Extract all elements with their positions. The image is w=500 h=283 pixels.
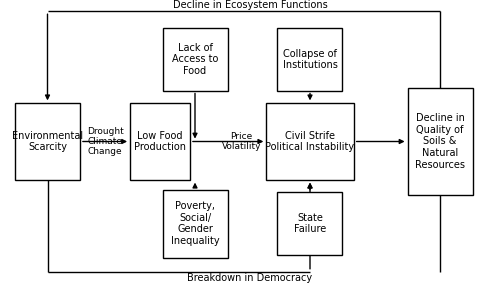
FancyBboxPatch shape — [130, 103, 190, 180]
Text: Lack of
Access to
Food: Lack of Access to Food — [172, 43, 218, 76]
FancyBboxPatch shape — [278, 192, 342, 255]
FancyBboxPatch shape — [408, 88, 472, 195]
Text: Decline in
Quality of
Soils &
Natural
Resources: Decline in Quality of Soils & Natural Re… — [415, 113, 465, 170]
FancyBboxPatch shape — [278, 28, 342, 91]
Text: Breakdown in Democracy: Breakdown in Democracy — [188, 273, 312, 283]
FancyBboxPatch shape — [15, 103, 80, 180]
Text: Environmental
Scarcity: Environmental Scarcity — [12, 131, 83, 152]
Text: Poverty,
Social/
Gender
Inequality: Poverty, Social/ Gender Inequality — [170, 201, 220, 246]
Text: State
Failure: State Failure — [294, 213, 326, 234]
Text: Collapse of
Institutions: Collapse of Institutions — [282, 49, 338, 70]
Text: Drought
Climate
Change: Drought Climate Change — [86, 127, 124, 156]
FancyBboxPatch shape — [266, 103, 354, 180]
Text: Price
Volatility: Price Volatility — [222, 132, 261, 151]
Text: Decline in Ecosystem Functions: Decline in Ecosystem Functions — [172, 0, 328, 10]
FancyBboxPatch shape — [162, 190, 228, 258]
Text: Civil Strife
Political Instability: Civil Strife Political Instability — [266, 131, 354, 152]
FancyBboxPatch shape — [162, 28, 228, 91]
Text: Low Food
Production: Low Food Production — [134, 131, 186, 152]
